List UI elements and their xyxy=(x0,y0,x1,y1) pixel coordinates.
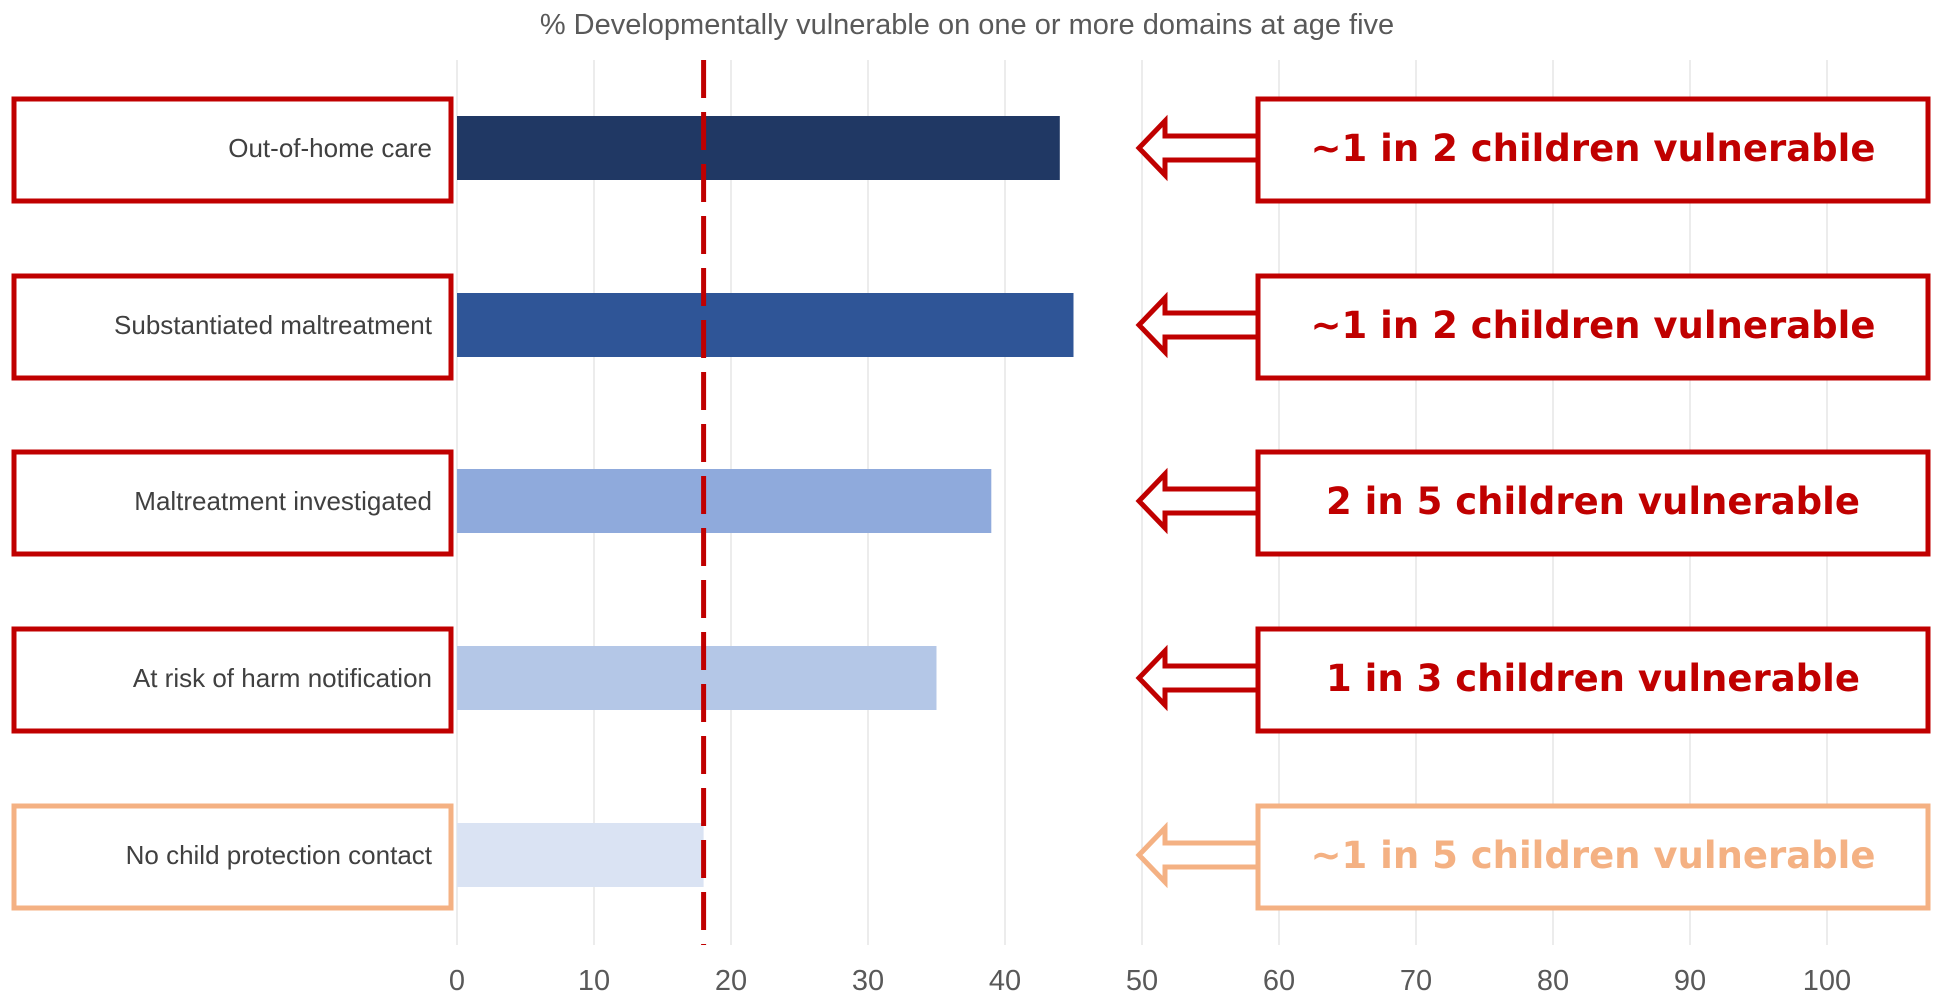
category-label: No child protection contact xyxy=(126,840,433,870)
callout-text: 1 in 3 children vulnerable xyxy=(1326,657,1860,700)
left-arrow-icon xyxy=(1135,821,1263,889)
callout-boxes: ~1 in 2 children vulnerable ~1 in 2 child… xyxy=(1135,96,1931,911)
x-tick-label: 90 xyxy=(1674,965,1706,997)
left-arrow-icon xyxy=(1135,644,1263,712)
category-label: At risk of harm notification xyxy=(133,663,432,693)
callout-box xyxy=(1255,96,1931,204)
x-tick-label: 10 xyxy=(578,965,610,997)
x-tick-label: 60 xyxy=(1263,965,1295,997)
bars xyxy=(457,116,1074,887)
bar xyxy=(457,823,704,887)
category-box xyxy=(11,273,454,381)
x-tick-label: 20 xyxy=(715,965,747,997)
x-tick-label: 80 xyxy=(1537,965,1569,997)
category-label-boxes: Out-of-home care Substantiated maltreatme… xyxy=(11,96,454,911)
x-tick-label: 100 xyxy=(1803,965,1851,997)
callout-box xyxy=(1255,803,1931,911)
callout-box xyxy=(1255,449,1931,557)
x-tick-label: 70 xyxy=(1400,965,1432,997)
x-tick-label: 40 xyxy=(989,965,1021,997)
bar xyxy=(457,646,937,710)
bar xyxy=(457,293,1074,357)
callout-box xyxy=(1255,626,1931,734)
x-tick-label: 0 xyxy=(449,965,465,997)
left-arrow-icon xyxy=(1135,114,1263,182)
callout-text: ~1 in 2 children vulnerable xyxy=(1311,304,1876,347)
callout-box xyxy=(1255,273,1931,381)
x-tick-label: 30 xyxy=(852,965,884,997)
category-box xyxy=(11,96,454,204)
chart-title: % Developmentally vulnerable on one or m… xyxy=(540,9,1394,41)
bar xyxy=(457,469,992,533)
bar xyxy=(457,116,1060,180)
x-tick-label: 50 xyxy=(1126,965,1158,997)
x-axis-tick-labels: 0 10 20 30 40 50 60 70 80 90 100 xyxy=(449,965,1851,997)
category-label: Maltreatment investigated xyxy=(134,486,432,516)
category-box xyxy=(11,449,454,557)
callout-text: 2 in 5 children vulnerable xyxy=(1326,480,1860,523)
category-label: Substantiated maltreatment xyxy=(114,310,433,340)
category-box xyxy=(11,803,454,911)
left-arrow-icon xyxy=(1135,467,1263,535)
left-arrow-icon xyxy=(1135,291,1263,359)
callout-text: ~1 in 2 children vulnerable xyxy=(1311,127,1876,170)
callout-text: ~1 in 5 children vulnerable xyxy=(1311,834,1876,877)
category-label: Out-of-home care xyxy=(228,133,432,163)
category-box xyxy=(11,626,454,734)
